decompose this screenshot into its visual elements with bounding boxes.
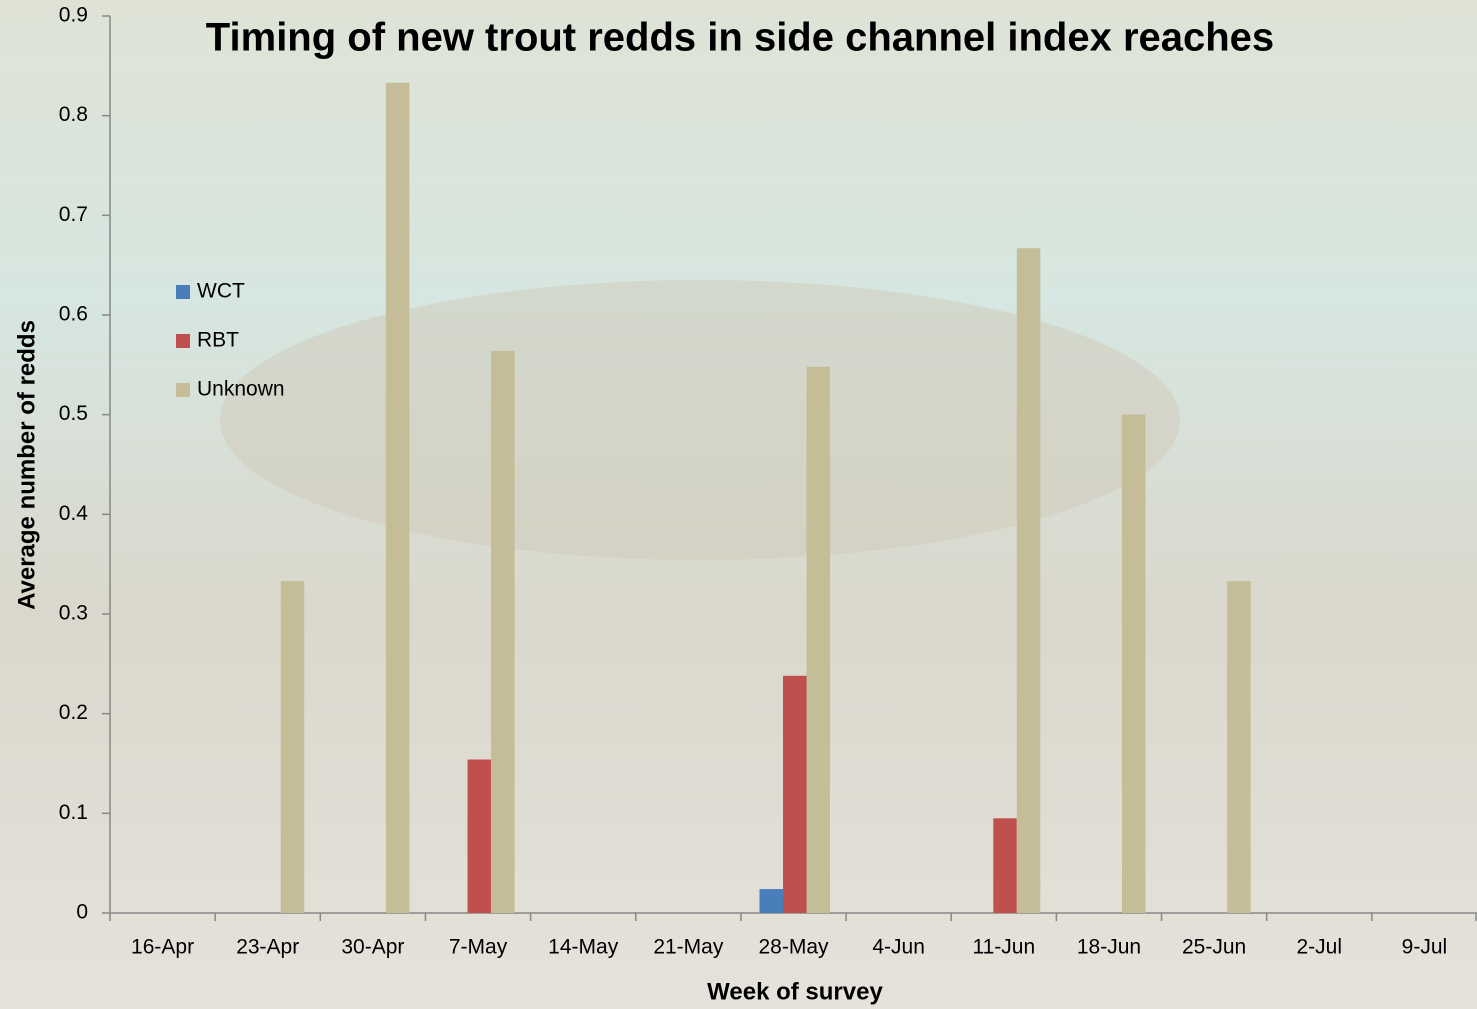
x-tick-label: 9-Jul	[1402, 936, 1448, 959]
bar	[280, 581, 305, 913]
bar	[1227, 581, 1251, 913]
y-tick-label: 0.9	[59, 4, 88, 27]
background-shape	[220, 280, 1180, 560]
y-tick-label: 0.7	[59, 203, 88, 226]
x-tick-label: 2-Jul	[1297, 936, 1343, 959]
bar	[1121, 414, 1146, 913]
chart-title: Timing of new trout redds in side channe…	[206, 16, 1274, 60]
bar	[783, 675, 807, 913]
legend-swatch	[176, 383, 190, 397]
bar	[491, 350, 515, 913]
x-tick-label: 11-Jun	[972, 936, 1035, 959]
x-tick-label: 28-May	[758, 936, 829, 959]
y-tick-label: 0.2	[59, 701, 88, 724]
x-tick-label: 30-Apr	[341, 936, 404, 959]
legend-swatch	[176, 334, 190, 348]
bar	[385, 82, 410, 913]
x-tick-label: 21-May	[653, 936, 724, 959]
legend-swatch	[176, 285, 190, 299]
legend-label: Unknown	[197, 378, 285, 401]
y-tick-label: 0.4	[59, 502, 89, 525]
x-tick-label: 7-May	[449, 936, 508, 959]
y-tick-label: 0.6	[59, 303, 88, 326]
y-axis-label: Average number of redds	[13, 320, 40, 610]
bar	[759, 889, 783, 913]
y-tick-label: 0	[76, 901, 88, 924]
x-tick-label: 4-Jun	[872, 936, 925, 959]
y-tick-label: 0.8	[59, 103, 88, 126]
x-axis-label: Week of survey	[707, 978, 883, 1005]
legend-label: RBT	[197, 329, 239, 352]
legend-label: WCT	[197, 280, 245, 303]
bar	[993, 818, 1017, 913]
y-tick-label: 0.3	[59, 602, 88, 625]
y-tick-label: 0.1	[59, 801, 88, 824]
y-tick-label: 0.5	[59, 402, 88, 425]
x-tick-label: 18-Jun	[1077, 936, 1141, 959]
x-tick-label: 14-May	[548, 936, 619, 959]
x-tick-label: 25-Jun	[1182, 936, 1246, 959]
bar	[467, 759, 492, 913]
bar	[806, 366, 830, 913]
bar	[1016, 248, 1041, 913]
x-tick-label: 16-Apr	[131, 936, 194, 959]
x-tick-label: 23-Apr	[236, 936, 299, 959]
